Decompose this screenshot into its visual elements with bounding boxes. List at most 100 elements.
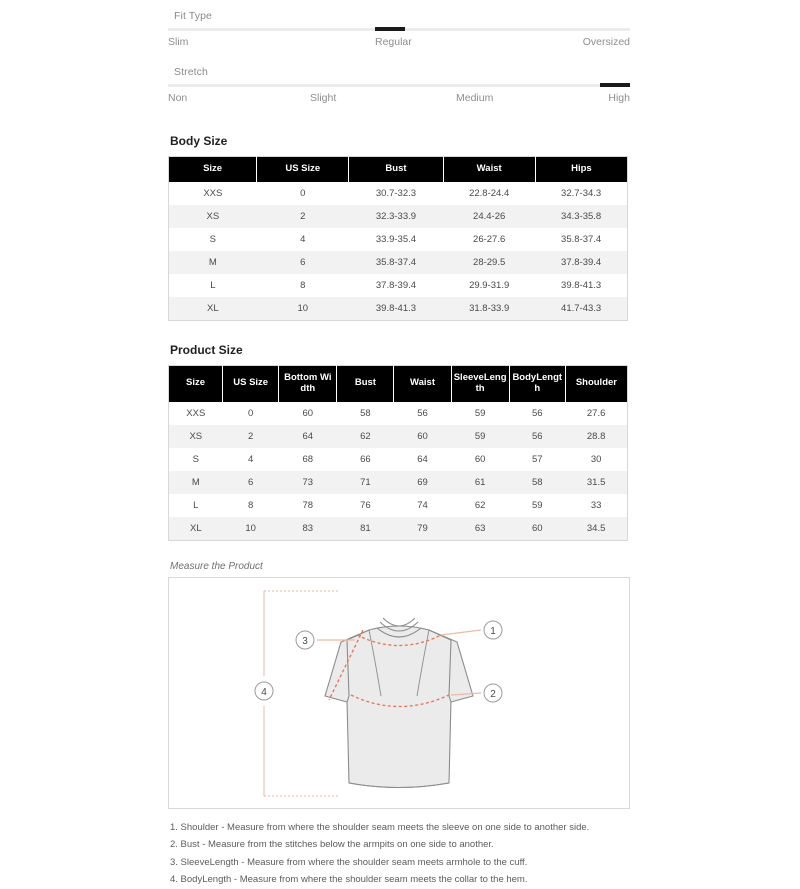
cell-us-size: 4 bbox=[222, 447, 279, 471]
table-row: XL 10 39.8-41.3 31.8-33.9 41.7-43.3 bbox=[168, 296, 628, 321]
svg-text:2: 2 bbox=[490, 689, 496, 700]
cell-bottom-width: 73 bbox=[278, 470, 337, 494]
cell-shoulder: 31.5 bbox=[565, 470, 628, 494]
cell-sleeve-length: 62 bbox=[451, 493, 510, 517]
cell-shoulder: 30 bbox=[565, 447, 628, 471]
cell-waist: 24.4-26 bbox=[443, 204, 536, 228]
fit-type-option-oversized[interactable]: Oversized bbox=[582, 36, 630, 48]
cell-size: XXS bbox=[168, 181, 257, 205]
svg-text:4: 4 bbox=[261, 687, 267, 698]
body-size-header-row: Size US Size Bust Waist Hips bbox=[168, 156, 628, 182]
cell-bottom-width: 78 bbox=[278, 493, 337, 517]
cell-shoulder: 28.8 bbox=[565, 424, 628, 448]
fit-type-labels: Slim Regular Oversized bbox=[168, 36, 630, 56]
table-row: L 8 37.8-39.4 29.9-31.9 39.8-41.3 bbox=[168, 273, 628, 297]
product-size-col-size: Size bbox=[168, 365, 223, 402]
callout-3: 3 bbox=[295, 630, 315, 650]
garment-measurement-diagram: 1 2 3 4 bbox=[254, 590, 503, 797]
cell-bust: 35.8-37.4 bbox=[348, 250, 444, 274]
cell-us-size: 0 bbox=[256, 181, 349, 205]
cell-size: M bbox=[168, 250, 257, 274]
legend-item: 4. BodyLength - Measure from where the s… bbox=[170, 874, 528, 886]
product-size-col-body-length: BodyLength bbox=[508, 365, 566, 402]
cell-bust: 76 bbox=[336, 493, 394, 517]
cell-hips: 34.3-35.8 bbox=[535, 204, 628, 228]
body-size-col-size: Size bbox=[168, 156, 257, 182]
table-row: M 6 73 71 69 61 58 31.5 bbox=[168, 470, 628, 494]
cell-body-length: 56 bbox=[509, 401, 566, 425]
fit-type-option-regular[interactable]: Regular bbox=[375, 36, 412, 48]
body-size-table: Size US Size Bust Waist Hips XXS 0 30.7-… bbox=[168, 156, 628, 321]
cell-body-length: 59 bbox=[509, 493, 566, 517]
stretch-slider-track[interactable] bbox=[168, 83, 630, 87]
cell-hips: 39.8-41.3 bbox=[535, 273, 628, 297]
cell-hips: 32.7-34.3 bbox=[535, 181, 628, 205]
cell-bust: 33.9-35.4 bbox=[348, 227, 444, 251]
cell-us-size: 4 bbox=[256, 227, 349, 251]
cell-size: XXS bbox=[168, 401, 223, 425]
cell-us-size: 10 bbox=[256, 296, 349, 321]
callout-2: 2 bbox=[483, 683, 503, 703]
cell-us-size: 8 bbox=[222, 493, 279, 517]
cell-us-size: 8 bbox=[256, 273, 349, 297]
cell-sleeve-length: 61 bbox=[451, 470, 510, 494]
stretch-option-slight[interactable]: Slight bbox=[310, 92, 337, 104]
product-size-col-us-size: US Size bbox=[222, 365, 279, 402]
tshirt-illustration bbox=[324, 617, 474, 788]
cell-waist: 31.8-33.9 bbox=[443, 296, 536, 321]
callout-1: 1 bbox=[483, 620, 503, 640]
legend-item: 1. Shoulder - Measure from where the sho… bbox=[170, 821, 590, 833]
bust-measure-line bbox=[350, 694, 450, 707]
table-row: M 6 35.8-37.4 28-29.5 37.8-39.4 bbox=[168, 250, 628, 274]
cell-waist: 26-27.6 bbox=[443, 227, 536, 251]
product-size-col-bottom-width: Bottom Width bbox=[278, 365, 337, 402]
size-guide-page: Fit Type Slim Regular Oversized Stretch … bbox=[168, 0, 630, 889]
cell-us-size: 2 bbox=[222, 424, 279, 448]
stretch-spec: Stretch Non Slight Medium High bbox=[168, 56, 630, 112]
cell-bust: 30.7-32.3 bbox=[348, 181, 444, 205]
fit-type-slider-track[interactable] bbox=[168, 27, 630, 31]
product-size-table: Size US Size Bottom Width Bust Waist Sle… bbox=[168, 364, 628, 541]
fit-type-spec: Fit Type Slim Regular Oversized bbox=[168, 0, 630, 56]
cell-hips: 35.8-37.4 bbox=[535, 227, 628, 251]
svg-text:3: 3 bbox=[302, 636, 308, 647]
fit-type-slider-marker[interactable] bbox=[375, 27, 405, 31]
cell-bottom-width: 68 bbox=[278, 447, 337, 471]
body-size-heading: Body Size bbox=[170, 134, 228, 148]
cell-waist: 79 bbox=[393, 516, 452, 541]
stretch-option-high[interactable]: High bbox=[608, 92, 630, 104]
product-size-header-row: Size US Size Bottom Width Bust Waist Sle… bbox=[168, 365, 628, 402]
stretch-title: Stretch bbox=[174, 66, 208, 78]
cell-size: M bbox=[168, 470, 223, 494]
cell-shoulder: 34.5 bbox=[565, 516, 628, 541]
cell-body-length: 56 bbox=[509, 424, 566, 448]
fit-type-option-slim[interactable]: Slim bbox=[168, 36, 189, 48]
cell-bottom-width: 60 bbox=[278, 401, 337, 425]
cell-sleeve-length: 60 bbox=[451, 447, 510, 471]
cell-waist: 29.9-31.9 bbox=[443, 273, 536, 297]
stretch-option-medium[interactable]: Medium bbox=[456, 92, 494, 104]
cell-size: S bbox=[168, 227, 257, 251]
sleeve-length-measure-line bbox=[328, 629, 364, 701]
leader-line-2 bbox=[450, 692, 482, 696]
table-row: XS 2 64 62 60 59 56 28.8 bbox=[168, 424, 628, 448]
cell-us-size: 0 bbox=[222, 401, 279, 425]
cell-waist: 56 bbox=[393, 401, 452, 425]
cell-shoulder: 33 bbox=[565, 493, 628, 517]
cell-sleeve-length: 59 bbox=[451, 401, 510, 425]
body-length-indicator bbox=[263, 590, 339, 797]
measurement-legend: 1. Shoulder - Measure from where the sho… bbox=[168, 819, 630, 889]
product-size-col-sleeve-length: SleeveLength bbox=[450, 365, 510, 402]
stretch-slider-marker[interactable] bbox=[600, 83, 630, 87]
table-row: XXS 0 60 58 56 59 56 27.6 bbox=[168, 401, 628, 425]
cell-body-length: 58 bbox=[509, 470, 566, 494]
cell-hips: 37.8-39.4 bbox=[535, 250, 628, 274]
measure-the-product-label: Measure the Product bbox=[170, 560, 263, 572]
cell-size: L bbox=[168, 493, 223, 517]
product-size-col-shoulder: Shoulder bbox=[564, 365, 628, 402]
cell-shoulder: 27.6 bbox=[565, 401, 628, 425]
table-row: S 4 33.9-35.4 26-27.6 35.8-37.4 bbox=[168, 227, 628, 251]
cell-bust: 32.3-33.9 bbox=[348, 204, 444, 228]
stretch-option-non[interactable]: Non bbox=[168, 92, 188, 104]
table-row: S 4 68 66 64 60 57 30 bbox=[168, 447, 628, 471]
